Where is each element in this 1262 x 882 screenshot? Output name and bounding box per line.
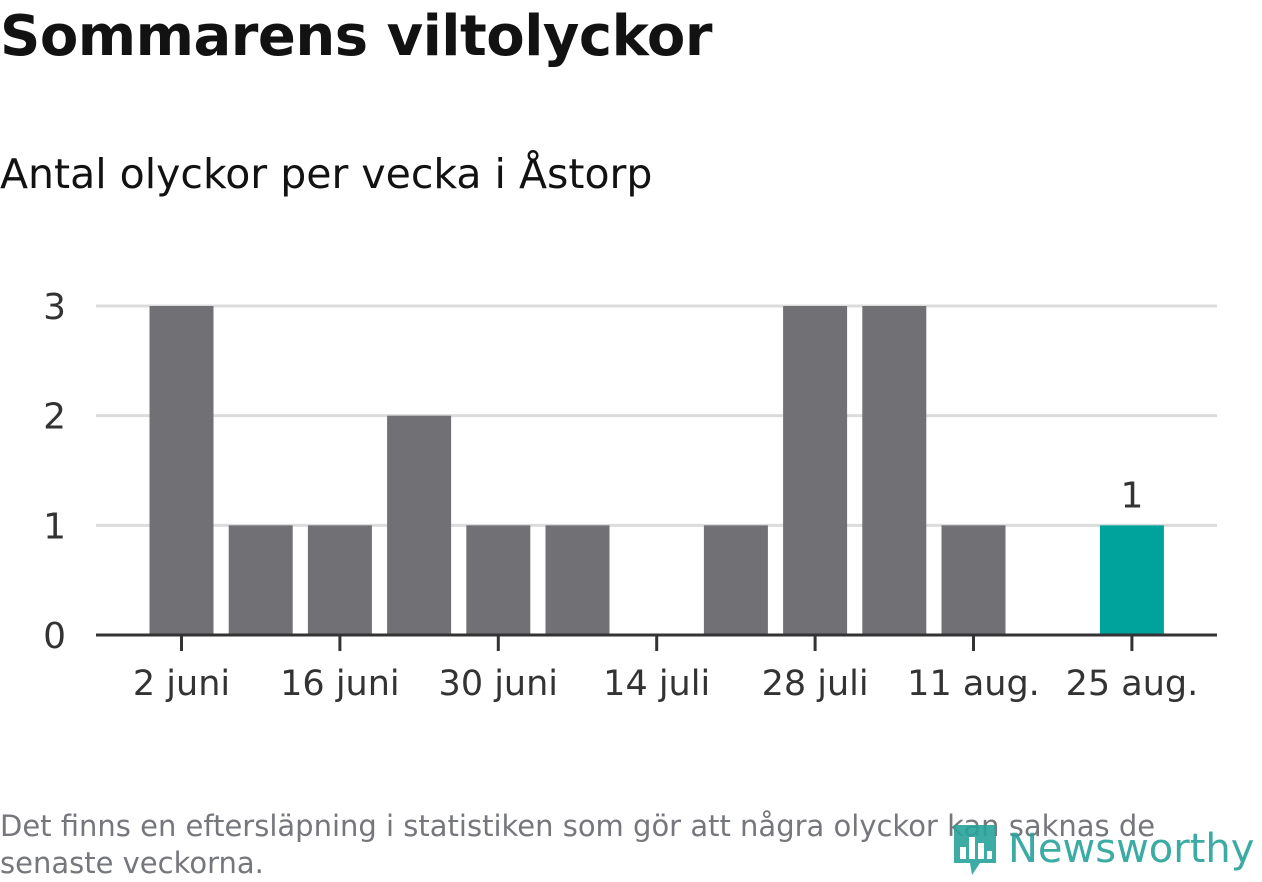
bar [941, 525, 1006, 635]
bar-chart: 0 1 2 3 1 2 juni 16 juni 30 juni 14 juli 28 juli 1… [43, 287, 1217, 704]
bar [545, 525, 610, 635]
x-tick-label: 14 juli [603, 664, 710, 704]
y-tick-label: 2 [43, 397, 66, 438]
bar [307, 525, 372, 635]
y-tick-label: 0 [43, 616, 66, 657]
bar [783, 306, 848, 635]
highlighted-bar [1099, 525, 1164, 635]
data-label: 1 [1120, 475, 1143, 516]
newsworthy-logo: Newsworthy [950, 818, 1254, 880]
bar [149, 306, 214, 635]
bar [703, 525, 768, 635]
y-tick-label: 1 [43, 506, 66, 547]
x-tick-label: 25 aug. [1066, 664, 1199, 704]
x-tick-label: 30 juni [439, 664, 558, 704]
bar [387, 415, 452, 635]
bar [862, 306, 927, 635]
x-tick-label: 16 juni [280, 664, 399, 704]
chart-subtitle: Antal olyckor per vecka i Åstorp [0, 150, 653, 198]
x-tick-label: 11 aug. [907, 664, 1040, 704]
x-tick-label: 28 juli [762, 664, 869, 704]
logo-text: Newsworthy [1008, 826, 1255, 872]
bar [228, 525, 293, 635]
x-tick-label: 2 juni [133, 664, 230, 704]
y-tick-label: 3 [43, 287, 66, 328]
bar [466, 525, 531, 635]
chart-title: Sommarens viltolyckor [0, 4, 712, 69]
newsworthy-logo-icon [954, 825, 996, 875]
